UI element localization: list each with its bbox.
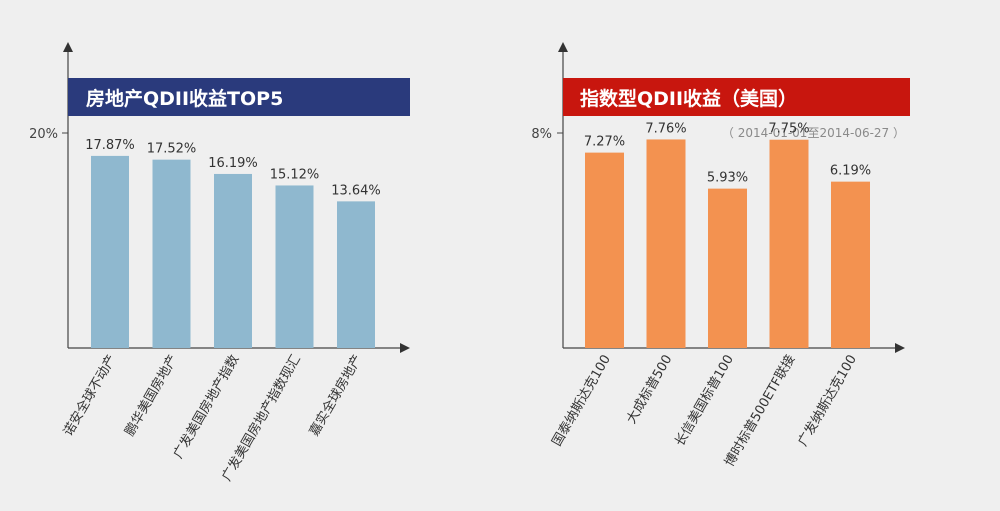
left-bar-2 bbox=[152, 159, 191, 348]
right-category-label-5: 广发纳斯达克100 bbox=[795, 352, 860, 449]
right-category-label-1: 国泰纳斯达克100 bbox=[550, 353, 614, 450]
chart-left: 20% 房地产QDII收益TOP5 17.87% 诺安全球不动产 17.52% 鹏华美… bbox=[29, 42, 410, 484]
left-title-banner bbox=[68, 78, 410, 116]
right-chart-title: 指数型QDII收益（美国） bbox=[580, 87, 797, 110]
right-bar-5 bbox=[831, 181, 870, 348]
left-category-label-2: 鹏华美国房地产 bbox=[122, 352, 181, 439]
right-x-axis-arrow bbox=[895, 343, 905, 353]
left-chart-title: 房地产QDII收益TOP5 bbox=[86, 87, 283, 110]
right-bar-3 bbox=[708, 188, 747, 348]
left-category-label-3: 广发美国房地产指数 bbox=[170, 352, 242, 461]
right-category-label-4: 博时标普500ETF联接 bbox=[721, 352, 798, 470]
left-bar-5 bbox=[337, 201, 375, 348]
right-value-label-2: 7.76% bbox=[645, 121, 686, 136]
left-bar-1 bbox=[91, 155, 129, 348]
right-value-label-1: 7.27% bbox=[584, 135, 625, 150]
left-bar-4 bbox=[275, 185, 314, 348]
right-title-banner bbox=[563, 78, 910, 116]
chart-right: 8% 指数型QDII收益（美国） （ 2014-01-01至2014-06-27… bbox=[531, 42, 910, 470]
left-value-label-1: 17.87% bbox=[85, 138, 135, 153]
left-y-axis-arrow bbox=[63, 42, 73, 52]
right-category-label-2: 大成标普500 bbox=[624, 353, 675, 427]
left-value-label-5: 13.64% bbox=[331, 183, 381, 198]
right-category-label-3: 长信美国标普100 bbox=[673, 353, 737, 450]
left-x-axis-arrow bbox=[400, 343, 410, 353]
right-value-label-3: 5.93% bbox=[707, 171, 748, 186]
right-bar-4 bbox=[769, 139, 809, 348]
right-chart-subtitle: （ 2014-01-01至2014-06-27 ） bbox=[722, 126, 905, 140]
left-value-label-2: 17.52% bbox=[147, 142, 197, 157]
left-bar-3 bbox=[214, 173, 252, 348]
left-category-label-5: 嘉实全球房地产 bbox=[306, 352, 365, 439]
left-y-tick-label: 20% bbox=[29, 127, 58, 142]
right-bar-1 bbox=[585, 152, 624, 348]
left-category-label-1: 诺安全球不动产 bbox=[60, 352, 119, 439]
right-y-axis-arrow bbox=[558, 42, 568, 52]
right-value-label-4: 7.75% bbox=[768, 122, 809, 137]
right-y-tick-label: 8% bbox=[531, 127, 552, 142]
left-value-label-3: 16.19% bbox=[208, 156, 258, 171]
left-value-label-4: 15.12% bbox=[270, 167, 320, 182]
left-bars: 17.87% 诺安全球不动产 17.52% 鹏华美国房地产 16.19% 广发美国房地产指… bbox=[60, 138, 381, 484]
right-value-label-5: 6.19% bbox=[830, 164, 871, 179]
right-bars: 7.27% 国泰纳斯达克100 7.76% 大成标普500 5.93% 长信美国标普100… bbox=[550, 121, 872, 469]
right-bar-2 bbox=[646, 139, 686, 348]
